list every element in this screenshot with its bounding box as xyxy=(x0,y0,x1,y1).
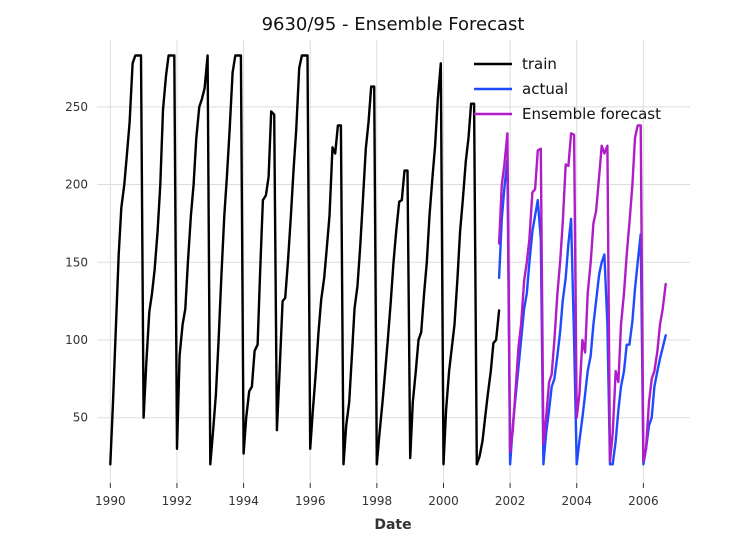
series-lines xyxy=(109,54,667,466)
y-tick-label: 150 xyxy=(65,255,88,269)
x-axis-ticks: 1990 1992 1994 1996 1998 2000 2002 2004 2006 xyxy=(95,483,659,508)
x-tick-label: 2006 xyxy=(628,494,659,508)
legend-entry-label: actual xyxy=(522,80,568,98)
x-tick-label: 2000 xyxy=(428,494,459,508)
legend: train actual Ensemble forecast xyxy=(474,55,661,123)
x-tick-label: 2004 xyxy=(561,494,592,508)
series-line-ensemble-forecast xyxy=(497,124,667,463)
x-tick-label: 2002 xyxy=(495,494,526,508)
legend-entry-label: train xyxy=(522,55,557,73)
y-axis-ticks: 50 100 150 200 250 xyxy=(65,100,88,425)
y-tick-label: 250 xyxy=(65,100,88,114)
series-line-actual xyxy=(497,158,667,466)
y-tick-label: 50 xyxy=(73,411,88,425)
legend-entry-label: Ensemble forecast xyxy=(522,105,661,123)
x-tick-label: 1996 xyxy=(295,494,326,508)
x-tick-label: 1990 xyxy=(95,494,126,508)
y-tick-label: 200 xyxy=(65,178,88,192)
x-tick-label: 1992 xyxy=(162,494,193,508)
series-line-train xyxy=(109,54,501,466)
y-tick-label: 100 xyxy=(65,333,88,347)
x-tick-label: 1998 xyxy=(362,494,393,508)
x-axis-label: Date xyxy=(374,517,411,533)
x-tick-label: 1994 xyxy=(228,494,259,508)
chart-title: 9630/95 - Ensemble Forecast xyxy=(262,14,525,35)
